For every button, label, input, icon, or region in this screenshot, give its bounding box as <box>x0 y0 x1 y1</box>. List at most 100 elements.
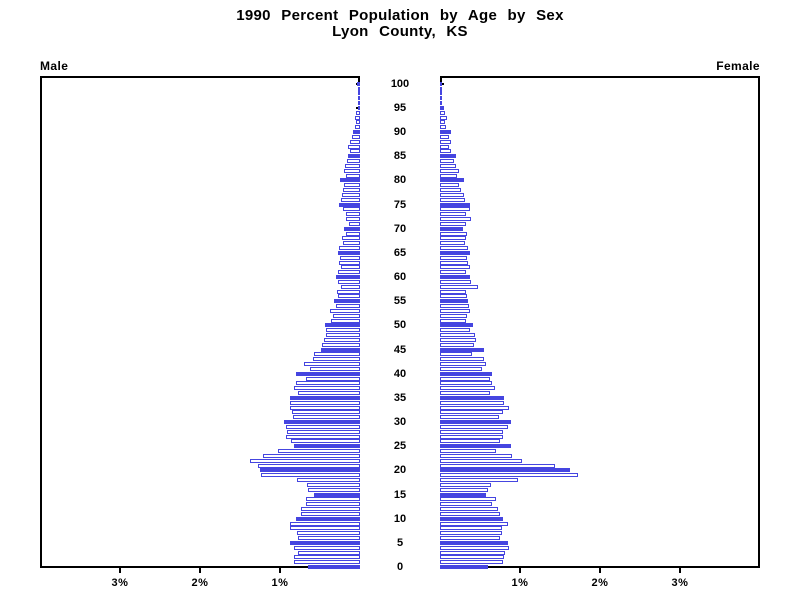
age-tick-label-80: 80 <box>393 174 407 186</box>
male-bar-age-24 <box>278 449 360 453</box>
male-bar-age-66 <box>339 246 360 250</box>
male-bar-age-68 <box>342 236 360 240</box>
female-bar-age-91 <box>440 125 446 129</box>
male-bar-age-9 <box>290 522 360 526</box>
female-bar-age-90 <box>440 130 451 134</box>
female-bar-age-77 <box>440 193 464 197</box>
male-bar-age-52 <box>333 314 360 318</box>
male-bar-age-69 <box>346 232 360 236</box>
female-bar-age-1 <box>440 560 503 564</box>
female-bar-age-57 <box>440 290 466 294</box>
female-bar-age-18 <box>440 478 518 482</box>
male-bar-age-89 <box>352 135 360 139</box>
female-bar-age-22 <box>440 459 522 463</box>
female-bar-age-84 <box>440 159 454 163</box>
male-bar-age-21 <box>258 464 360 468</box>
male-bar-age-81 <box>346 174 360 178</box>
female-bar-age-70 <box>440 227 463 231</box>
male-pct-label-2: 2% <box>191 577 209 589</box>
female-axis-label: Female <box>716 59 760 73</box>
male-bar-age-85 <box>348 154 360 158</box>
male-bar-age-100 <box>357 82 360 86</box>
age-tick-label-25: 25 <box>393 440 407 452</box>
male-bar-age-45 <box>321 348 360 352</box>
female-bar-age-51 <box>440 319 466 323</box>
female-bar-age-39 <box>440 377 490 381</box>
chart-title-line1: 1990 Percent Population by Age by Sex <box>236 7 564 24</box>
female-bar-age-45 <box>440 348 484 352</box>
female-bar-age-42 <box>440 362 486 366</box>
female-pct-tick-1 <box>519 568 521 573</box>
male-pct-label-3: 3% <box>111 577 129 589</box>
female-bar-age-19 <box>440 473 578 477</box>
female-bar-age-78 <box>440 188 461 192</box>
male-bar-age-49 <box>326 328 360 332</box>
female-bar-age-44 <box>440 352 472 356</box>
female-bar-age-16 <box>440 488 488 492</box>
female-age-tick-100 <box>440 83 444 85</box>
male-bar-age-4 <box>294 546 360 550</box>
male-bar-age-92 <box>356 120 360 124</box>
age-tick-label-30: 30 <box>393 416 407 428</box>
male-bar-age-25 <box>294 444 360 448</box>
female-bar-age-14 <box>440 497 496 501</box>
male-bar-age-10 <box>296 517 360 521</box>
female-bar-age-20 <box>440 468 570 472</box>
male-bar-age-16 <box>308 488 360 492</box>
female-bar-age-55 <box>440 299 468 303</box>
female-bar-age-65 <box>440 251 470 255</box>
female-bar-age-66 <box>440 246 468 250</box>
female-bar-age-49 <box>440 328 470 332</box>
female-pct-tick-3 <box>679 568 681 573</box>
male-pct-tick-1 <box>279 568 281 573</box>
male-bar-age-36 <box>298 391 360 395</box>
female-bar-age-8 <box>440 526 502 530</box>
female-bar-age-69 <box>440 232 467 236</box>
male-bar-age-83 <box>345 164 360 168</box>
male-bar-age-84 <box>347 159 360 163</box>
male-bar-age-94 <box>356 111 360 115</box>
female-bar-age-28 <box>440 430 503 434</box>
male-bar-age-20 <box>260 468 360 472</box>
age-tick-label-40: 40 <box>393 368 407 380</box>
male-bar-age-88 <box>350 140 360 144</box>
female-bar-age-33 <box>440 406 509 410</box>
male-bar-age-29 <box>286 425 360 429</box>
female-bar-age-79 <box>440 183 459 187</box>
male-bar-age-59 <box>338 280 360 284</box>
male-pct-label-1: 1% <box>271 577 289 589</box>
female-bar-age-59 <box>440 280 471 284</box>
male-bar-age-39 <box>306 377 360 381</box>
male-bar-age-98 <box>358 91 360 95</box>
female-pct-tick-2 <box>599 568 601 573</box>
female-bar-age-23 <box>440 454 512 458</box>
male-bar-age-7 <box>297 531 360 535</box>
male-bar-age-48 <box>326 333 360 337</box>
male-bar-age-30 <box>284 420 360 424</box>
female-bar-age-92 <box>440 120 445 124</box>
male-bar-age-23 <box>263 454 360 458</box>
male-bar-age-32 <box>292 410 360 414</box>
age-tick-label-0: 0 <box>396 561 404 573</box>
male-bar-age-58 <box>341 285 360 289</box>
age-tick-label-75: 75 <box>393 199 407 211</box>
female-bar-age-82 <box>440 169 459 173</box>
female-bar-age-17 <box>440 483 491 487</box>
male-bar-age-90 <box>353 130 360 134</box>
female-bar-age-31 <box>440 415 499 419</box>
male-bar-age-70 <box>344 227 360 231</box>
female-bar-age-95 <box>440 106 444 110</box>
male-bar-age-93 <box>355 116 360 120</box>
male-bar-age-65 <box>338 251 360 255</box>
female-bar-age-7 <box>440 531 502 535</box>
female-bar-age-54 <box>440 304 469 308</box>
female-bar-age-43 <box>440 357 484 361</box>
male-bar-age-13 <box>306 502 360 506</box>
male-bar-age-40 <box>296 372 360 376</box>
age-tick-label-10: 10 <box>393 513 407 525</box>
female-bar-age-64 <box>440 256 467 260</box>
male-bar-age-38 <box>296 381 360 385</box>
male-bar-age-3 <box>298 551 360 555</box>
female-bar-age-5 <box>440 541 508 545</box>
